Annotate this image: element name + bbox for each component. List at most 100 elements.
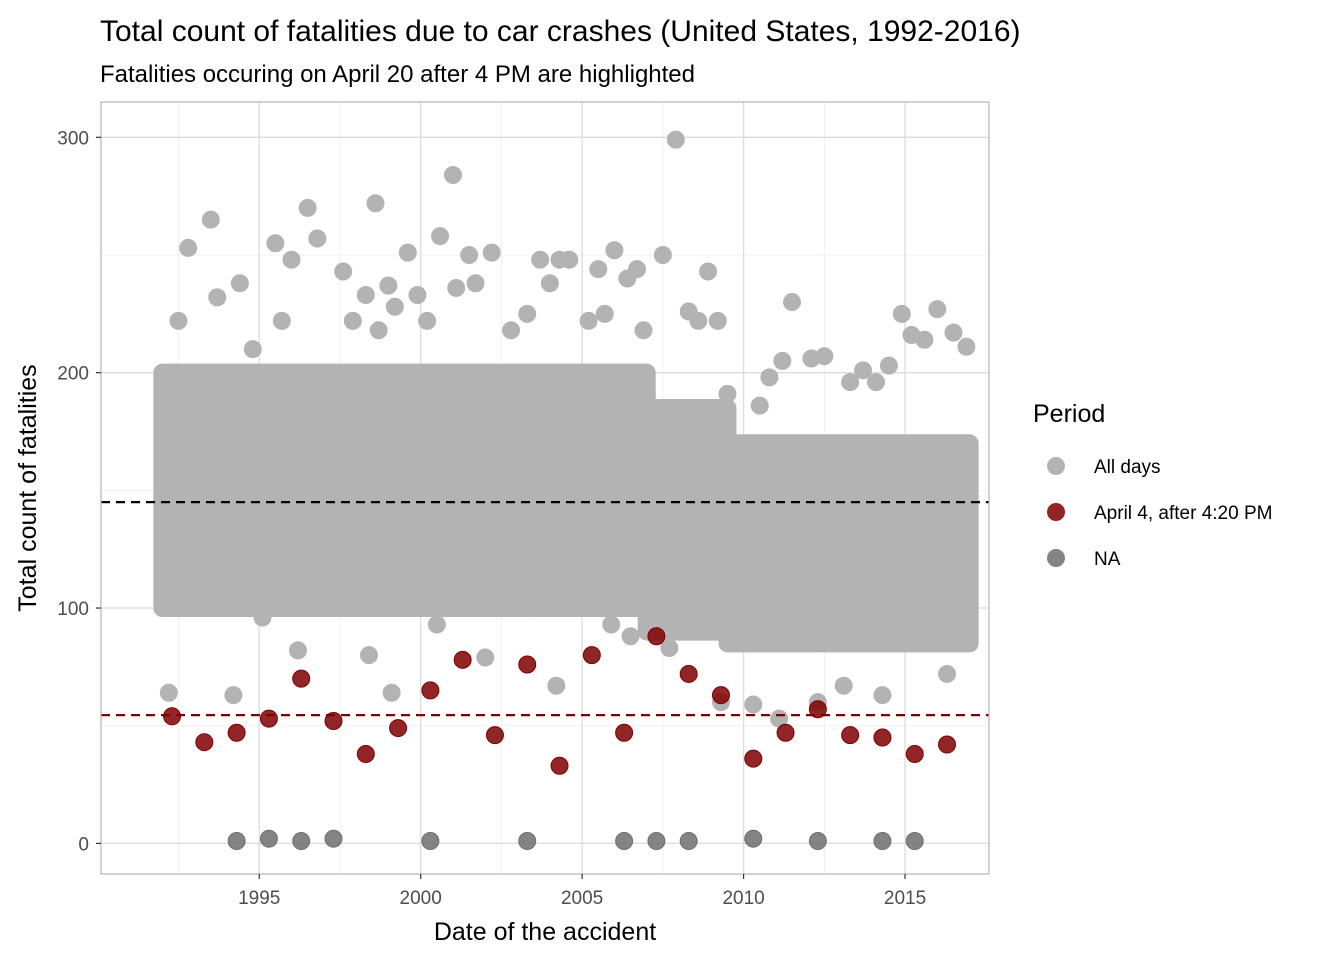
legend-key <box>1047 549 1065 567</box>
point-all-days <box>482 243 501 262</box>
chart-subtitle: Fatalities occuring on April 20 after 4 … <box>100 61 695 88</box>
point-all-days <box>447 278 466 297</box>
point-all-days <box>360 646 379 665</box>
legend-label: April 4, after 4:20 PM <box>1094 503 1272 524</box>
legend-key <box>1047 503 1065 521</box>
point-april <box>453 650 472 669</box>
point-april <box>808 700 827 719</box>
point-all-days <box>708 311 727 330</box>
point-all-days <box>418 311 437 330</box>
point-april <box>195 733 214 752</box>
x-axis-ticks: 1995 2000 2005 2010 2015 <box>238 874 926 909</box>
x-tick-label: 2015 <box>884 888 926 909</box>
point-april <box>582 646 601 665</box>
point-all-days <box>460 245 479 264</box>
point-all-days <box>282 250 301 269</box>
point-all-days <box>915 330 934 349</box>
point-na <box>227 832 246 851</box>
point-all-days <box>579 311 598 330</box>
point-april <box>744 749 763 768</box>
point-all-days <box>272 311 291 330</box>
point-na <box>905 832 924 851</box>
dense-point-band <box>637 398 737 641</box>
legend-label: All days <box>1094 457 1161 478</box>
point-all-days <box>427 615 446 634</box>
point-na <box>647 832 666 851</box>
point-all-days <box>385 297 404 316</box>
reference-lines <box>101 501 989 717</box>
point-april <box>841 726 860 745</box>
point-april <box>227 723 246 742</box>
point-all-days <box>476 648 495 667</box>
point-april <box>550 756 569 775</box>
point-na <box>615 832 634 851</box>
point-all-days <box>957 337 976 356</box>
point-all-days <box>502 321 521 340</box>
chart-title: Total count of fatalities due to car cra… <box>100 15 1021 48</box>
point-all-days <box>750 396 769 415</box>
point-all-days <box>366 194 385 213</box>
y-axis-ticks: 0 100 200 300 <box>57 128 101 855</box>
point-all-days <box>230 274 249 293</box>
point-april <box>421 681 440 700</box>
point-all-days <box>466 274 485 293</box>
x-tick-label: 2000 <box>400 888 442 909</box>
point-april <box>647 627 666 646</box>
x-axis-title: Date of the accident <box>434 918 656 946</box>
point-april <box>938 735 957 754</box>
point-april <box>163 707 182 726</box>
y-tick-label: 200 <box>57 364 89 385</box>
point-all-days <box>621 627 640 646</box>
dense-point-band <box>153 363 656 618</box>
point-all-days <box>699 262 718 281</box>
plot-panel <box>100 101 990 875</box>
point-all-days <box>834 676 853 695</box>
point-all-days <box>266 234 285 253</box>
plot-border <box>100 101 990 875</box>
point-all-days <box>595 304 614 323</box>
point-na <box>292 832 311 851</box>
legend: Period All days April 4, after 4:20 PM NA <box>1033 400 1272 570</box>
point-all-days <box>179 238 198 257</box>
point-all-days <box>628 260 647 279</box>
point-all-days <box>744 695 763 714</box>
point-all-days <box>892 304 911 323</box>
point-all-days <box>195 415 214 434</box>
point-all-days <box>431 227 450 246</box>
point-na <box>518 832 537 851</box>
point-all-days <box>783 293 802 312</box>
point-all-days <box>379 276 398 295</box>
point-all-days <box>605 241 624 260</box>
point-all-days <box>531 250 550 269</box>
legend-title: Period <box>1033 400 1105 428</box>
series-all-days <box>153 130 976 728</box>
point-all-days <box>773 351 792 370</box>
point-all-days <box>815 347 834 366</box>
point-april <box>776 723 795 742</box>
point-all-days <box>854 361 873 380</box>
point-all-days <box>666 130 685 149</box>
point-all-days <box>408 286 427 304</box>
point-all-days <box>540 274 559 293</box>
point-april <box>615 723 634 742</box>
point-all-days <box>928 300 947 319</box>
point-na <box>324 829 343 848</box>
point-april <box>356 744 375 763</box>
legend-entries: All days April 4, after 4:20 PM NA <box>1047 457 1272 570</box>
x-tick-label: 2005 <box>561 888 603 909</box>
point-all-days <box>153 406 172 425</box>
point-all-days <box>689 311 708 330</box>
point-all-days <box>208 288 227 307</box>
point-all-days <box>560 250 579 269</box>
point-all-days <box>334 262 353 281</box>
point-all-days <box>298 198 317 217</box>
point-na <box>873 832 892 851</box>
point-na <box>808 832 827 851</box>
point-all-days <box>718 384 737 403</box>
point-all-days <box>398 243 417 262</box>
y-tick-label: 300 <box>57 128 89 149</box>
point-all-days <box>201 210 220 229</box>
series-na <box>227 829 924 851</box>
point-all-days <box>169 311 188 330</box>
series-april <box>163 627 957 775</box>
